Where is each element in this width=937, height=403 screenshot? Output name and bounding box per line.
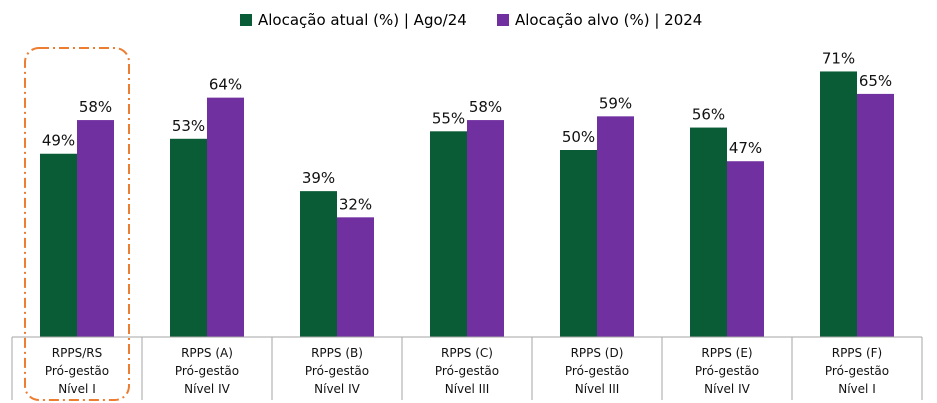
category-labels-layer: RPPS/RS Pró-gestão Nível I RPPS (A) Pró-gest… [45,346,889,396]
bar-series1-2 [170,138,207,337]
value-label-series2-4: 58% [469,98,502,116]
bar-series1-1 [40,153,77,337]
value-label-series1-7: 71% [822,49,855,67]
value-label-series2-3: 32% [339,195,372,213]
bar-series1-3 [300,191,337,337]
legend-label-1: Alocação atual (%) | Ago/24 [258,11,467,29]
category-label-5: RPPS (D) Pró-gestão Nível III [565,346,629,396]
category-label-line: Nível I [838,382,875,396]
bar-series2-2 [207,97,244,337]
bar-series1-7 [820,71,857,338]
category-label-line: RPPS (C) [441,346,493,360]
category-label-line: Pró-gestão [435,364,499,378]
category-label-4: RPPS (C) Pró-gestão Nível III [435,346,499,396]
highlight-box [24,47,130,401]
category-label-line: Nível III [445,382,490,396]
category-label-line: Pró-gestão [825,364,889,378]
legend-swatch-1 [240,14,252,26]
category-label-line: RPPS (E) [701,346,752,360]
category-label-line: Pró-gestão [175,364,239,378]
category-label-line: Pró-gestão [695,364,759,378]
bar-series2-5 [597,116,634,337]
value-label-series1-5: 50% [562,128,595,146]
value-label-series2-5: 59% [599,94,632,112]
category-label-7: RPPS (F) Pró-gestão Nível I [825,346,889,396]
bar-series2-7 [857,93,894,338]
category-label-3: RPPS (B) Pró-gestão Nível IV [305,346,369,396]
legend-swatch-2 [497,14,509,26]
bar-series2-3 [337,217,374,337]
category-label-line: RPPS (D) [571,346,624,360]
category-label-2: RPPS (A) Pró-gestão Nível IV [175,346,239,396]
legend: Alocação atual (%) | Ago/24 Alocação alvo… [240,11,702,29]
highlight-box-layer [24,47,130,401]
legend-label-2: Alocação alvo (%) | 2024 [515,11,702,29]
bar-series1-4 [430,131,467,337]
value-label-series1-2: 53% [172,117,205,135]
category-label-1: RPPS/RS Pró-gestão Nível I [45,346,109,396]
value-label-series2-1: 58% [79,98,112,116]
category-label-line: Nível III [575,382,620,396]
bar-series2-6 [727,161,764,337]
value-label-series2-7: 65% [859,72,892,90]
value-labels-layer: 49% 53% 39% 55% 50% 56% 71% 58% 64% 32% 58% 59% 47% 6… [42,49,892,213]
category-label-line: RPPS/RS [52,346,102,360]
bar-series1-5 [560,150,597,337]
bar-series2-4 [467,120,504,337]
category-label-line: Nível I [58,382,95,396]
category-label-line: Nível IV [314,382,360,396]
category-label-line: Pró-gestão [305,364,369,378]
category-label-line: Nível IV [704,382,750,396]
bar-series2-1 [77,120,114,337]
value-label-series1-3: 39% [302,169,335,187]
category-label-line: RPPS (A) [181,346,233,360]
value-label-series1-4: 55% [432,109,465,127]
bars-layer [40,71,894,338]
category-label-line: RPPS (B) [311,346,363,360]
value-label-series2-2: 64% [209,76,242,94]
category-label-6: RPPS (E) Pró-gestão Nível IV [695,346,759,396]
x-axis [11,336,923,400]
value-label-series2-6: 47% [729,139,762,157]
value-label-series1-1: 49% [42,132,75,150]
category-label-line: Pró-gestão [565,364,629,378]
bar-series1-6 [690,127,727,337]
category-label-line: Pró-gestão [45,364,109,378]
category-label-line: RPPS (F) [832,346,883,360]
category-label-line: Nível IV [184,382,230,396]
value-label-series1-6: 56% [692,106,725,124]
